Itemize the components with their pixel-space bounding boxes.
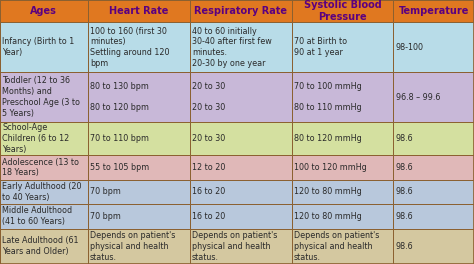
Text: 98.6: 98.6 — [396, 187, 413, 196]
Bar — [292, 229, 393, 264]
Bar — [0, 204, 88, 229]
Text: 40 to 60 initially
30-40 after first few
minutes.
20-30 by one year: 40 to 60 initially 30-40 after first few… — [192, 26, 272, 68]
Text: 70 at Birth to
90 at 1 year: 70 at Birth to 90 at 1 year — [294, 37, 347, 57]
Text: 80 to 130 bpm

80 to 120 bpm: 80 to 130 bpm 80 to 120 bpm — [90, 82, 149, 112]
Text: Infancy (Birth to 1
Year): Infancy (Birth to 1 Year) — [2, 37, 74, 57]
Text: 96.8 – 99.6: 96.8 – 99.6 — [396, 93, 440, 102]
Bar — [88, 22, 190, 72]
Bar — [88, 72, 190, 122]
Text: 98.6: 98.6 — [396, 212, 413, 221]
Bar — [190, 0, 292, 22]
Text: Middle Adulthood
(41 to 60 Years): Middle Adulthood (41 to 60 Years) — [2, 206, 73, 226]
Bar — [190, 229, 292, 264]
Bar — [190, 22, 292, 72]
Bar — [393, 22, 474, 72]
Bar — [190, 72, 292, 122]
Bar — [190, 155, 292, 180]
Bar — [88, 180, 190, 204]
Text: Ages: Ages — [30, 6, 57, 16]
Text: 120 to 80 mmHg: 120 to 80 mmHg — [294, 187, 362, 196]
Bar — [393, 229, 474, 264]
Bar — [190, 180, 292, 204]
Bar — [190, 122, 292, 155]
Text: Early Adulthood (20
to 40 Years): Early Adulthood (20 to 40 Years) — [2, 182, 82, 202]
Text: 70 to 110 bpm: 70 to 110 bpm — [90, 134, 149, 143]
Bar — [292, 22, 393, 72]
Bar — [0, 22, 88, 72]
Text: 80 to 120 mmHg: 80 to 120 mmHg — [294, 134, 362, 143]
Text: Toddler (12 to 36
Months) and
Preschool Age (3 to
5 Years): Toddler (12 to 36 Months) and Preschool … — [2, 77, 81, 118]
Bar — [393, 72, 474, 122]
Text: 98-100: 98-100 — [396, 43, 424, 52]
Text: Late Adulthood (61
Years and Older): Late Adulthood (61 Years and Older) — [2, 236, 79, 256]
Bar — [0, 72, 88, 122]
Bar — [88, 122, 190, 155]
Text: Systolic Blood
Pressure: Systolic Blood Pressure — [303, 0, 382, 22]
Bar — [292, 122, 393, 155]
Text: Depends on patient's
physical and health
status.: Depends on patient's physical and health… — [294, 231, 379, 262]
Text: 100 to 160 (first 30
minutes)
Settling around 120
bpm: 100 to 160 (first 30 minutes) Settling a… — [90, 26, 170, 68]
Text: Temperature: Temperature — [399, 6, 469, 16]
Text: 70 bpm: 70 bpm — [90, 212, 121, 221]
Bar — [0, 155, 88, 180]
Text: 20 to 30

20 to 30: 20 to 30 20 to 30 — [192, 82, 225, 112]
Bar — [393, 155, 474, 180]
Bar — [292, 0, 393, 22]
Bar — [393, 180, 474, 204]
Text: Depends on patient's
physical and health
status.: Depends on patient's physical and health… — [90, 231, 175, 262]
Text: 100 to 120 mmHg: 100 to 120 mmHg — [294, 163, 366, 172]
Text: 20 to 30: 20 to 30 — [192, 134, 225, 143]
Bar — [0, 122, 88, 155]
Text: 12 to 20: 12 to 20 — [192, 163, 225, 172]
Text: Adolescence (13 to
18 Years): Adolescence (13 to 18 Years) — [2, 158, 79, 177]
Bar — [393, 122, 474, 155]
Text: Depends on patient's
physical and health
status.: Depends on patient's physical and health… — [192, 231, 277, 262]
Text: 70 to 100 mmHg

80 to 110 mmHg: 70 to 100 mmHg 80 to 110 mmHg — [294, 82, 362, 112]
Bar — [292, 72, 393, 122]
Bar — [393, 204, 474, 229]
Bar — [88, 204, 190, 229]
Text: 16 to 20: 16 to 20 — [192, 187, 225, 196]
Text: Heart Rate: Heart Rate — [109, 6, 168, 16]
Bar — [190, 204, 292, 229]
Bar — [0, 0, 88, 22]
Bar — [88, 229, 190, 264]
Bar — [393, 0, 474, 22]
Text: 16 to 20: 16 to 20 — [192, 212, 225, 221]
Text: Respiratory Rate: Respiratory Rate — [194, 6, 287, 16]
Bar — [0, 180, 88, 204]
Text: School-Age
Children (6 to 12
Years): School-Age Children (6 to 12 Years) — [2, 123, 70, 154]
Bar — [292, 155, 393, 180]
Bar — [88, 0, 190, 22]
Text: 98.6: 98.6 — [396, 242, 413, 251]
Text: 70 bpm: 70 bpm — [90, 187, 121, 196]
Bar — [292, 180, 393, 204]
Bar — [292, 204, 393, 229]
Text: 98.6: 98.6 — [396, 163, 413, 172]
Text: 55 to 105 bpm: 55 to 105 bpm — [90, 163, 149, 172]
Text: 120 to 80 mmHg: 120 to 80 mmHg — [294, 212, 362, 221]
Text: 98.6: 98.6 — [396, 134, 413, 143]
Bar — [0, 229, 88, 264]
Bar — [88, 155, 190, 180]
